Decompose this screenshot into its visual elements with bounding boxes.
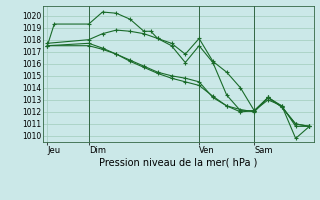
- X-axis label: Pression niveau de la mer( hPa ): Pression niveau de la mer( hPa ): [99, 158, 258, 168]
